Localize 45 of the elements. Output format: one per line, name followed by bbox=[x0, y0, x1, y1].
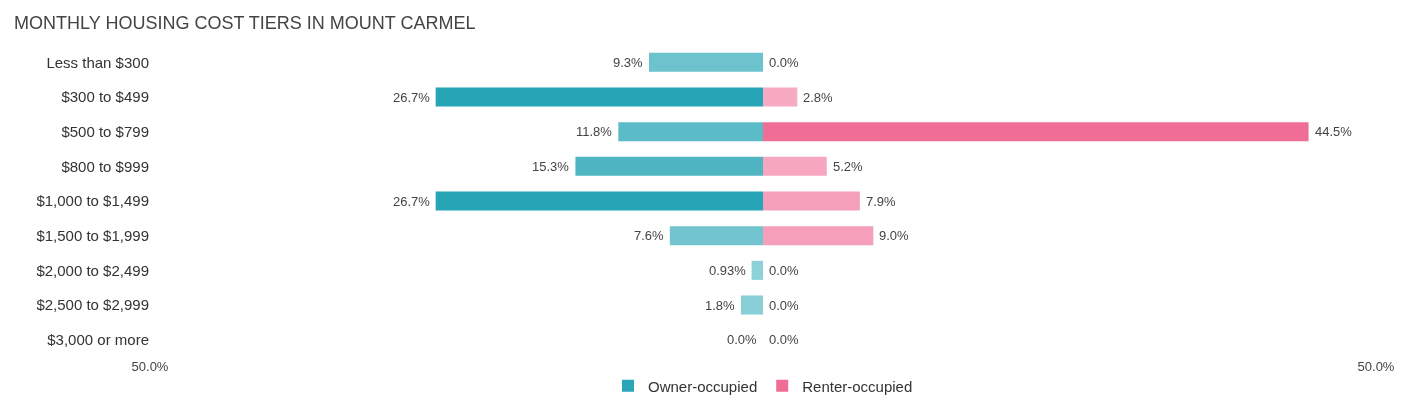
bar bbox=[763, 226, 874, 246]
legend-label: Owner-occupied bbox=[648, 377, 758, 395]
bar bbox=[435, 87, 763, 107]
data-label: 0.0% bbox=[769, 55, 800, 70]
bar bbox=[751, 260, 763, 280]
bar bbox=[435, 191, 763, 211]
bar bbox=[740, 295, 763, 315]
data-label: 0.0% bbox=[769, 332, 800, 347]
bar bbox=[669, 226, 763, 246]
data-label: 7.6% bbox=[634, 228, 665, 243]
y-tick-label: $2,000 to $2,499 bbox=[36, 261, 149, 279]
y-tick-label: $3,000 or more bbox=[47, 330, 149, 348]
data-label: 0.0% bbox=[769, 263, 800, 278]
data-label: 0.0% bbox=[769, 298, 800, 313]
bar bbox=[763, 87, 798, 107]
data-label: 26.7% bbox=[393, 90, 431, 105]
bar bbox=[575, 156, 763, 176]
bar bbox=[648, 52, 763, 72]
y-tick-label: $800 to $999 bbox=[61, 157, 149, 175]
y-tick-label: $1,500 to $1,999 bbox=[36, 226, 149, 244]
x-tick-label: 50.0% bbox=[131, 359, 169, 374]
bar bbox=[763, 156, 827, 176]
y-tick-label: $2,500 to $2,999 bbox=[36, 296, 149, 314]
x-tick-label: 50.0% bbox=[1357, 359, 1395, 374]
data-label: 1.8% bbox=[705, 298, 736, 313]
data-label: 0.0% bbox=[727, 332, 758, 347]
y-tick-label: Less than $300 bbox=[46, 53, 149, 71]
data-label: 2.8% bbox=[803, 90, 834, 105]
bar bbox=[618, 122, 763, 142]
bar bbox=[763, 122, 1309, 142]
bar bbox=[763, 191, 860, 211]
y-tick-label: $500 to $799 bbox=[61, 122, 149, 140]
data-label: 11.8% bbox=[576, 124, 613, 139]
data-label: 0.93% bbox=[709, 263, 747, 278]
data-label: 44.5% bbox=[1315, 124, 1353, 139]
y-tick-label: $1,000 to $1,499 bbox=[36, 192, 149, 210]
data-label: 5.2% bbox=[833, 159, 864, 174]
data-label: 15.3% bbox=[532, 159, 570, 174]
chart-title: MONTHLY HOUSING COST TIERS IN MOUNT CARMEL bbox=[14, 13, 476, 34]
data-label: 9.0% bbox=[879, 228, 910, 243]
data-label: 9.3% bbox=[613, 55, 644, 70]
data-label: 26.7% bbox=[393, 194, 431, 209]
legend-label: Renter-occupied bbox=[802, 377, 913, 395]
data-label: 7.9% bbox=[866, 194, 897, 209]
y-tick-label: $300 to $499 bbox=[61, 88, 149, 106]
